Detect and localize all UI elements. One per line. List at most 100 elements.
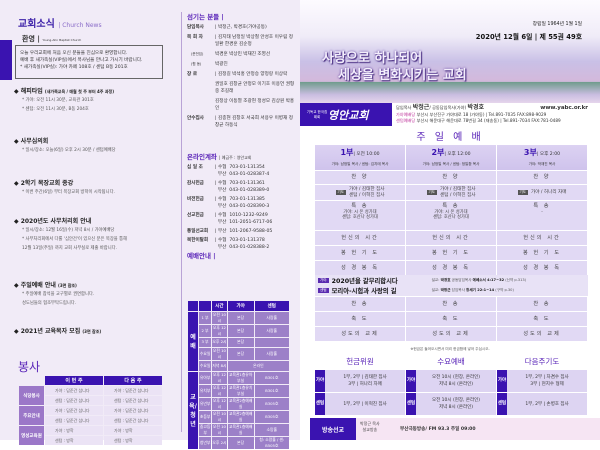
offering-content: 1부, 2부 | 이혁진 집사 [325, 393, 405, 415]
offering-line: 오전 10시 (현장, 온라인) [431, 375, 481, 380]
news-item: ◆ 주일예배 안내 (3면 참조) * 주일예배 참석을 교구별로 권면합니다. 성… [14, 280, 164, 307]
news-item-title: ◆ 해피타임 (새가족교육 / 매월 첫 주 부터 4주 과정) [14, 86, 164, 95]
staff-list: 담임목사 | 박정근, 박경호(가야공동) 목 회 자 | 김지태 남정일 박상철 안… [187, 24, 297, 129]
prayer-name: 센텀 / 이혁진 집사 [439, 192, 476, 198]
welcome-box: 오늘 우리교회에 처음 오신 분들을 진심으로 환영합니다. 예배 후 새가족실… [15, 45, 163, 79]
offering-content: 오전 10시 (현장, 온라인) 저녁 8시 (온라인) [416, 393, 496, 415]
staff-title: 섬기는 분들 | [187, 13, 224, 21]
account-row: 비전헌금 | 수협 703-01-131385 부산 043-01-028390-… [187, 196, 297, 210]
staff-row: 안수집사 | 김종현 김창호 서국희 서용우 이병재 정창균 하동식 [187, 115, 297, 129]
schedule-row: 수요일 저녁 8시 온라인 [188, 361, 289, 371]
schedule-cell: B301호 [254, 371, 289, 384]
schedule-cell: 2 부 [199, 324, 212, 337]
schedule-cell: 유년부 [199, 397, 212, 410]
offering-row: 가야 1부, 2부 | 김태한 집사 3부 | 허나리 자매 [315, 370, 405, 392]
account-row: 감사헌금 | 수협 703-01-131361 부산 043-01-028389-… [187, 180, 297, 194]
account-row: 북한이탈회 | 수협 703-01-131378 부산 043-01-028388… [187, 237, 297, 251]
schedule-cell: 오전 10시 [212, 311, 227, 324]
sermon-info: 설교: 박경호 공동담임목사 에베소서 4:17~32 (신약 p.313) [432, 278, 526, 283]
service-column: 1부| 오전 10:00 가야: 남정일 목사 / 센텀: 김지태 목사 찬 양 기도… [315, 145, 405, 276]
schedule-cell: 중고등부 [199, 423, 212, 436]
column-header: 센텀 [254, 301, 289, 311]
service-preachers: 가야: 남정일 목사 / 센텀: 김지태 목사 [331, 162, 389, 166]
prayer-name: 가야 / 허나리 자매 [530, 189, 567, 195]
schedule-cell: 청: 소망홀 / 센: B505호 [254, 436, 289, 449]
schedule-cell: 3 부 [199, 337, 212, 347]
news-item-title: ◆ 사무심의회 [14, 136, 164, 145]
offering-content: 1부, 2부 | 차겸수 집사 3부 | 현지수 형제 [507, 370, 587, 392]
preacher-role: 담임목사 [450, 287, 467, 292]
offering-column: 다음주기도 가야 1부, 2부 | 차겸수 집사 3부 | 현지수 형제 센텀 1부, 2… [497, 356, 587, 416]
order-fellowship: 성도의 교제 [315, 327, 405, 341]
schedule-cell: 교육관1층유치부실 [227, 384, 254, 397]
staff-role [187, 98, 215, 112]
schedule-row: 초등부 오전 10시 교육관2층예배실 B305호 [188, 410, 289, 423]
service-time: | 오후 2:00 [536, 152, 561, 157]
account-number: 부산 043-01-028390-3 [215, 204, 270, 209]
service-column: 2부| 오후 12:00 가야: 남정일 목사 / 센텀: 정일환 목사 찬 양 기도… [406, 145, 496, 276]
news-item: ◆ 2학기 목장교회 종강 * 이번 주간(6일) 부터 목장교회 방학이 시작… [14, 178, 164, 196]
account-row: 선교헌금 | 수협 1010-1232-9249 부산 101-2051-6717… [187, 212, 297, 226]
schedule-cell: 교육관1층예배실 [227, 423, 254, 436]
staff-row: 권일호 김창균 안정모 이기호 이용언 권형중 조길래 [187, 81, 297, 95]
church-news-heading: 교회소식 | Church News [18, 19, 102, 30]
order-special: 특 송 가야: 시 온 성가대 센텀: 호산나 성가대 [406, 201, 496, 230]
schedule-title: 예배안내 | [187, 252, 216, 260]
order-reading: 성 경 봉 독 [497, 261, 587, 275]
account-number: | 수협 703-01-131354 [215, 165, 265, 170]
schedule-cell: 교육관2층예배실 [227, 410, 254, 423]
schedule-cell: 오전 10시 [212, 348, 227, 360]
bullet-icon: ◆ [14, 282, 21, 289]
order-fellowship: 성도의 교제 [497, 327, 587, 341]
staff-role: 담임목사 [187, 25, 204, 30]
staff-row: 목 회 자 | 김지태 남정일 박상철 안성호 이우림 정일환 한경훈 김순정 [187, 34, 297, 48]
news-line: 성도님들의 협조부탁드립니다. [22, 301, 77, 306]
account-number: 부산 101-2051-6717-06 [215, 220, 273, 225]
staff-names: 권일호 김창균 안정모 이기호 이용언 권형중 조길래 [215, 82, 295, 94]
staff-role: (준전임) [191, 52, 204, 56]
news-line: * 이번 주간(6일) 부터 목장교회 방학이 시작됩니다. [22, 190, 115, 195]
order-devotion: 헌신의 시간 [406, 231, 496, 245]
schedule-cell: 사랑홀 [254, 324, 289, 337]
schedule-cell: 오후 12시 [212, 371, 227, 384]
staff-names: | 김정길 박석홍 안정승 양정랑 이상락 [215, 72, 288, 77]
table-row: 식당봉사 가야 : 담준간 섬니다 가야 : 담준간 섬니다 [19, 386, 162, 405]
campus-tag: 센텀 [315, 393, 325, 415]
schedule-row: 교육/청년 유아부 오후 12시 교육관1층유아부실 B301호 [188, 371, 289, 449]
offering-row: 센텀 1부, 2부 | 이혁진 집사 [315, 393, 405, 415]
offering-content: 오전 10시 (현장, 온라인) 저녁 8시 (온라인) [416, 370, 496, 392]
schedule-cell: B305호 [254, 410, 289, 423]
order-devotion: 헌신의 시간 [497, 231, 587, 245]
schedule-cell: 오전 10시 [212, 423, 227, 436]
news-title-text: 2020년도 사무처리회 안내 [20, 218, 92, 225]
order-hymn: 찬 양 [315, 171, 405, 184]
schedule-cell: 교육관2층예배실 [227, 397, 254, 410]
schedule-cell: 수요일 [199, 348, 212, 360]
offering-row: 가야 오전 10시 (현장, 온라인) 저녁 8시 (온라인) [406, 370, 496, 392]
schedule-row: 3 부 오후 2시 본당 [188, 337, 289, 347]
worship-title: 주 일 예 배 [416, 132, 484, 143]
prayer-name: 가야 / 김태한 집사 [348, 187, 385, 192]
news-title-text: 2학기 목장교회 종강 [20, 180, 74, 187]
website-link[interactable]: www.yabc.or.kr [540, 105, 588, 111]
offering-row: 센텀 1부, 2부 | 손병호 집사 [497, 393, 587, 415]
order-offering_prayer: 봉 헌 기 도 [406, 246, 496, 260]
account-number: | 수협 703-01-131361 [215, 181, 265, 186]
staff-names: | 김종현 김창호 서국희 서용우 이병재 정창균 하동식 [215, 116, 293, 128]
offering-line: 3부 | 허나리 자매 [348, 382, 382, 387]
duty-cell: 가야 : 담준간 섬니다 [45, 406, 103, 415]
schedule-cell: 오후 12시 [212, 324, 227, 337]
church-logo: 기독교 한국침례회 영안교회 [300, 103, 392, 126]
account-name: 감사헌금 [187, 181, 204, 186]
sermon-label: 설교: [431, 277, 441, 282]
blank-cell [19, 376, 44, 385]
account-numbers: | 부산 101-2067-9588-05 [215, 228, 272, 235]
accounts-list: 십 일 조 | 수협 703-01-131354 부산 043-01-028387… [187, 164, 297, 251]
bullet-icon: ◆ [14, 328, 21, 335]
account-number: | 수협 703-01-131378 [215, 238, 265, 243]
welcome-line: * 새가족실(VIP실): 가야 카페 108호 / 센텀 B동 201호 [20, 65, 128, 70]
duty-category: 식당봉사 [19, 386, 44, 405]
special-choir: 센텀: 호산나 성가대 [433, 215, 469, 220]
staff-column: 섬기는 분들 | 담임목사 | 박정근, 박경호(가야공동) 목 회 자 | 김지태 … [187, 14, 297, 263]
order-offering_prayer: 봉 헌 기 도 [497, 246, 587, 260]
